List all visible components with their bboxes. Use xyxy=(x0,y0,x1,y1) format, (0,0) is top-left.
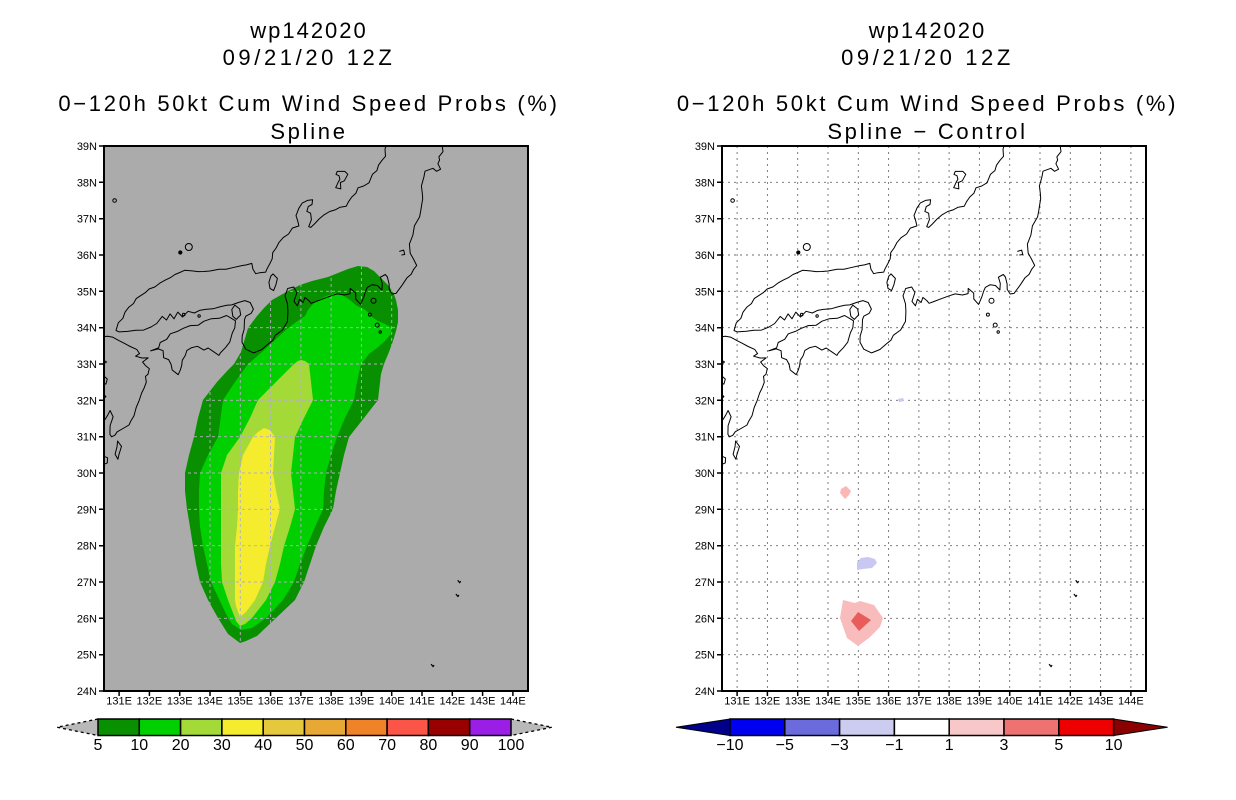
svg-text:90: 90 xyxy=(461,737,479,754)
svg-text:24N: 24N xyxy=(695,686,715,698)
svg-text:10: 10 xyxy=(1105,737,1123,754)
svg-text:37N: 37N xyxy=(77,214,97,226)
svg-text:5: 5 xyxy=(1054,737,1063,754)
svg-text:28N: 28N xyxy=(695,541,715,553)
svg-text:−3: −3 xyxy=(830,737,848,754)
svg-text:139E: 139E xyxy=(967,696,993,708)
svg-text:27N: 27N xyxy=(695,577,715,589)
svg-text:Spline − Control: Spline − Control xyxy=(827,119,1027,144)
svg-text:3: 3 xyxy=(1000,737,1009,754)
svg-text:20: 20 xyxy=(172,737,190,754)
svg-text:33N: 33N xyxy=(695,359,715,371)
svg-text:29N: 29N xyxy=(77,504,97,516)
svg-text:140E: 140E xyxy=(997,696,1023,708)
svg-text:136E: 136E xyxy=(258,696,284,708)
svg-text:50: 50 xyxy=(296,737,314,754)
svg-text:39N: 39N xyxy=(695,141,715,153)
svg-text:134E: 134E xyxy=(197,696,223,708)
svg-text:136E: 136E xyxy=(876,696,902,708)
svg-text:wp142020: wp142020 xyxy=(249,18,368,43)
svg-text:60: 60 xyxy=(337,737,355,754)
svg-text:138E: 138E xyxy=(936,696,962,708)
svg-text:34N: 34N xyxy=(695,323,715,335)
svg-text:25N: 25N xyxy=(695,650,715,662)
svg-text:29N: 29N xyxy=(695,504,715,516)
svg-text:70: 70 xyxy=(378,737,396,754)
svg-text:26N: 26N xyxy=(695,613,715,625)
svg-text:140E: 140E xyxy=(379,696,405,708)
svg-text:32N: 32N xyxy=(695,395,715,407)
svg-text:26N: 26N xyxy=(77,613,97,625)
svg-text:36N: 36N xyxy=(77,250,97,262)
svg-text:30N: 30N xyxy=(695,468,715,480)
svg-text:133E: 133E xyxy=(167,696,193,708)
svg-text:5: 5 xyxy=(94,737,103,754)
svg-text:0−120h 50kt Cum Wind Speed Pro: 0−120h 50kt Cum Wind Speed Probs (%) xyxy=(677,91,1178,116)
svg-text:35N: 35N xyxy=(77,286,97,298)
svg-text:143E: 143E xyxy=(1088,696,1114,708)
svg-text:34N: 34N xyxy=(77,323,97,335)
svg-text:40: 40 xyxy=(254,737,272,754)
svg-text:38N: 38N xyxy=(77,177,97,189)
svg-text:30: 30 xyxy=(213,737,231,754)
svg-text:−10: −10 xyxy=(716,737,743,754)
svg-text:−5: −5 xyxy=(776,737,794,754)
svg-text:24N: 24N xyxy=(77,686,97,698)
svg-text:138E: 138E xyxy=(318,696,344,708)
svg-text:131E: 131E xyxy=(724,696,750,708)
svg-text:36N: 36N xyxy=(695,250,715,262)
svg-text:39N: 39N xyxy=(77,141,97,153)
svg-text:139E: 139E xyxy=(349,696,375,708)
svg-text:132E: 132E xyxy=(137,696,163,708)
svg-text:141E: 141E xyxy=(409,696,435,708)
svg-text:137E: 137E xyxy=(288,696,314,708)
svg-text:−1: −1 xyxy=(885,737,903,754)
svg-text:142E: 142E xyxy=(439,696,465,708)
svg-text:137E: 137E xyxy=(906,696,932,708)
svg-text:132E: 132E xyxy=(755,696,781,708)
svg-text:35N: 35N xyxy=(695,286,715,298)
svg-text:Spline: Spline xyxy=(270,119,347,144)
svg-text:133E: 133E xyxy=(785,696,811,708)
svg-text:142E: 142E xyxy=(1057,696,1083,708)
svg-text:10: 10 xyxy=(130,737,148,754)
svg-text:135E: 135E xyxy=(845,696,871,708)
svg-text:0−120h 50kt Cum Wind Speed Pro: 0−120h 50kt Cum Wind Speed Probs (%) xyxy=(58,91,559,116)
svg-text:33N: 33N xyxy=(77,359,97,371)
svg-text:30N: 30N xyxy=(77,468,97,480)
svg-text:wp142020: wp142020 xyxy=(868,18,987,43)
svg-text:134E: 134E xyxy=(815,696,841,708)
svg-text:09/21/20 12Z: 09/21/20 12Z xyxy=(223,45,396,70)
svg-text:25N: 25N xyxy=(77,650,97,662)
svg-text:1: 1 xyxy=(945,737,954,754)
svg-text:100: 100 xyxy=(498,737,525,754)
svg-text:27N: 27N xyxy=(77,577,97,589)
svg-text:141E: 141E xyxy=(1027,696,1053,708)
svg-text:135E: 135E xyxy=(227,696,253,708)
svg-text:38N: 38N xyxy=(695,177,715,189)
svg-text:144E: 144E xyxy=(500,696,526,708)
svg-text:144E: 144E xyxy=(1118,696,1144,708)
svg-text:31N: 31N xyxy=(695,432,715,444)
svg-text:28N: 28N xyxy=(77,541,97,553)
svg-text:32N: 32N xyxy=(77,395,97,407)
svg-text:37N: 37N xyxy=(695,214,715,226)
svg-text:09/21/20 12Z: 09/21/20 12Z xyxy=(841,45,1014,70)
svg-text:80: 80 xyxy=(420,737,438,754)
svg-text:131E: 131E xyxy=(106,696,132,708)
svg-text:143E: 143E xyxy=(470,696,496,708)
svg-text:31N: 31N xyxy=(77,432,97,444)
